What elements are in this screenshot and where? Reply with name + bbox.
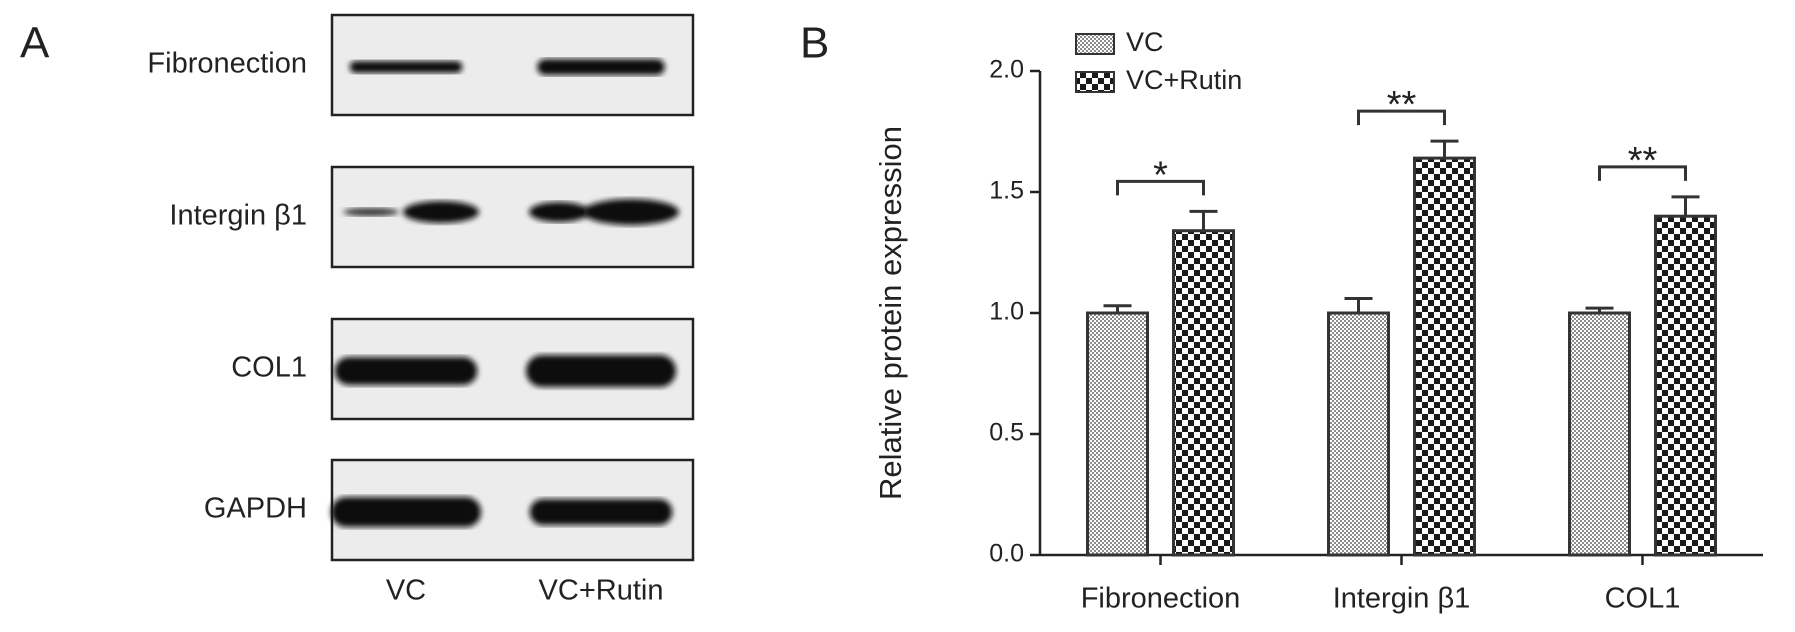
bar: [1172, 229, 1235, 557]
x-tick-label: COL1: [1605, 583, 1681, 615]
blot-row-label: GAPDH: [204, 493, 307, 525]
significance-label: *: [1153, 154, 1168, 196]
significance-bracket: [1598, 165, 1687, 181]
significance-bracket: [1357, 109, 1446, 126]
blot-band: [583, 199, 679, 225]
y-tick-label: 0.5: [989, 419, 1024, 447]
bar: [1568, 311, 1631, 557]
bar: [1413, 156, 1476, 557]
blot-band: [331, 497, 481, 527]
blot-band: [403, 201, 479, 223]
legend-label: VC: [1126, 27, 1164, 57]
y-tick-label: 1.5: [989, 177, 1024, 205]
western-blot: Fibronection Intergin β1 COL1 GAPDH VC VC+Rut…: [147, 13, 695, 607]
blot-band: [526, 355, 676, 387]
bar: [1086, 311, 1149, 557]
bar-chart: Relative protein expression 0.0 0.5 1.0 1.5 2…: [873, 27, 1763, 615]
blot-band: [537, 59, 665, 75]
blot-row-label: COL1: [231, 352, 307, 384]
blot-band: [343, 208, 399, 216]
blot-band: [334, 357, 478, 385]
x-tick-label: Intergin β1: [1333, 583, 1471, 615]
y-tick-label: 1.0: [989, 298, 1024, 326]
legend-label: VC+Rutin: [1126, 65, 1242, 95]
panel-label: B: [800, 19, 829, 68]
legend-swatch: [1075, 33, 1115, 55]
significance-bracket: [1116, 179, 1205, 196]
panel-label: A: [20, 19, 50, 68]
y-tick-label: 2.0: [989, 56, 1024, 84]
significance-label: **: [1628, 140, 1658, 182]
y-tick-label: 0.0: [989, 540, 1024, 568]
bar: [1654, 214, 1717, 557]
blot-row-label: Fibronection: [147, 48, 307, 80]
x-tick-label: Fibronection: [1081, 583, 1241, 615]
bar: [1327, 311, 1390, 557]
significance-label: **: [1387, 84, 1417, 126]
blot-band: [529, 499, 673, 525]
legend-swatch: [1075, 71, 1115, 93]
lane-label: VC: [386, 575, 426, 607]
blot-row-label: Intergin β1: [169, 200, 307, 232]
blot-band: [349, 61, 463, 73]
y-axis-label: Relative protein expression: [873, 126, 908, 500]
lane-label: VC+Rutin: [539, 575, 664, 607]
blot-band: [529, 202, 589, 222]
